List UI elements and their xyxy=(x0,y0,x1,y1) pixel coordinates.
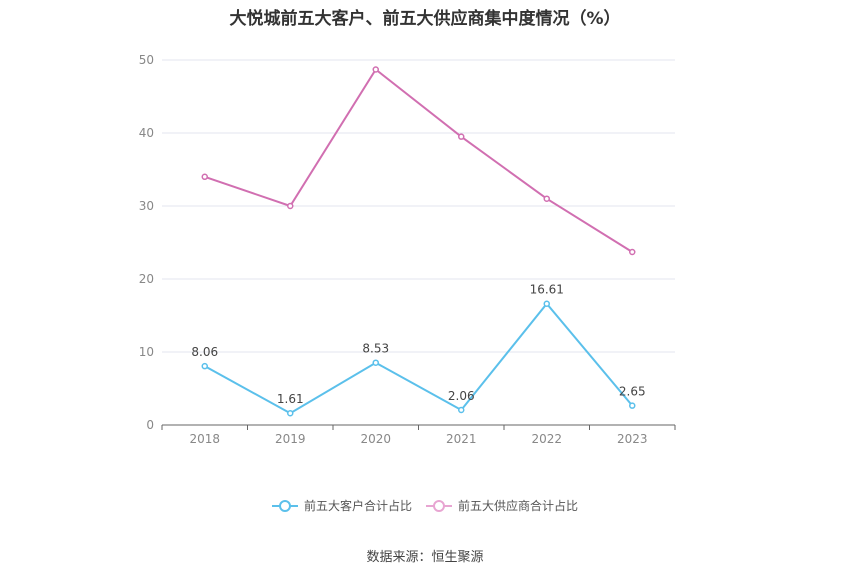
data-label: 2.06 xyxy=(448,389,475,403)
data-label: 8.53 xyxy=(362,342,389,356)
legend-item-suppliers[interactable]: 前五大供应商合计占比 xyxy=(426,497,578,514)
source-note: 数据来源：恒生聚源 xyxy=(366,550,484,565)
legend: 前五大客户合计占比 前五大供应商合计占比 xyxy=(0,497,850,514)
data-point xyxy=(543,300,550,307)
data-point xyxy=(458,406,465,414)
x-tick-label: 2022 xyxy=(531,432,562,446)
y-tick-label: 30 xyxy=(139,199,154,213)
y-tick-label: 40 xyxy=(139,126,154,140)
data-point xyxy=(543,195,550,202)
data-point xyxy=(201,173,208,181)
data-point xyxy=(287,202,294,210)
legend-marker-suppliers xyxy=(426,499,452,512)
x-tick-label: 2019 xyxy=(275,432,306,446)
data-point xyxy=(372,66,379,73)
data-point xyxy=(458,133,465,140)
chart-title: 大悦城前五大客户、前五大供应商集中度情况（%） xyxy=(229,9,621,29)
x-tick-label: 2021 xyxy=(446,432,477,446)
data-point xyxy=(372,359,379,366)
legend-label-suppliers: 前五大供应商合计占比 xyxy=(458,499,579,513)
data-point xyxy=(629,248,636,256)
data-point xyxy=(629,402,636,409)
y-tick-label: 0 xyxy=(146,418,154,432)
y-tick-label: 10 xyxy=(139,345,154,359)
x-tick-label: 2020 xyxy=(360,432,391,446)
data-point xyxy=(287,409,294,417)
data-label: 16.61 xyxy=(530,283,564,297)
x-tick-label: 2023 xyxy=(617,432,648,446)
data-label: 8.06 xyxy=(191,345,218,359)
data-point xyxy=(201,362,208,370)
legend-marker-customers xyxy=(271,499,298,512)
x-tick-label: 2018 xyxy=(189,432,220,446)
legend-label-customers: 前五大客户合计占比 xyxy=(303,499,412,513)
data-label: 2.65 xyxy=(619,385,646,399)
data-label: 1.61 xyxy=(277,392,304,406)
y-tick-label: 50 xyxy=(139,53,154,67)
series-line-0 xyxy=(204,302,634,415)
series-line-1 xyxy=(204,68,633,253)
y-tick-label: 20 xyxy=(139,272,154,286)
legend-item-customers[interactable]: 前五大客户合计占比 xyxy=(271,497,412,514)
